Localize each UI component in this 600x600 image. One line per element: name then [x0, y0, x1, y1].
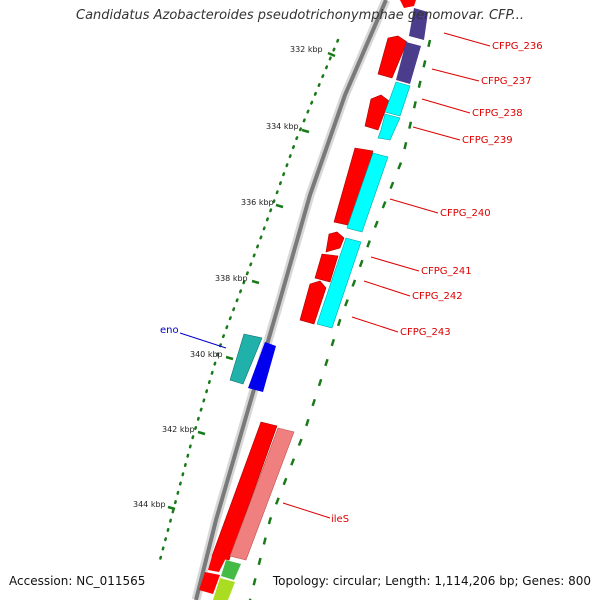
forward-genes	[199, 0, 416, 594]
kbp-labels: 332 kbp 334 kbp 336 kbp 338 kbp 340 kbp …	[133, 45, 323, 509]
kbp-tick-332	[327, 51, 336, 58]
reverse-genes	[213, 8, 428, 600]
kbp-tick-334	[301, 128, 310, 134]
gene-label-iles[interactable]: ileS	[331, 514, 349, 525]
gene-arrow-cyan-239	[377, 113, 401, 141]
leader-iles	[282, 502, 331, 519]
gene-label-cfpg-236[interactable]: CFPG_236	[492, 41, 543, 52]
kbp-label: 340 kbp	[190, 350, 223, 359]
leader-cfpg-243	[351, 316, 399, 333]
kbp-label: 334 kbp	[266, 122, 299, 131]
inner-tick-ruler	[248, 39, 432, 600]
genome-title: Candidatus Azobacteroides pseudotrichony…	[76, 8, 524, 23]
gene-arrow-bottom-2	[199, 572, 220, 594]
kbp-tick-338	[251, 279, 260, 285]
leader-cfpg-238	[421, 98, 471, 114]
gene-label-cfpg-238[interactable]: CFPG_238	[472, 108, 523, 119]
gene-label-cfpg-242[interactable]: CFPG_242	[412, 291, 463, 302]
gene-label-cfpg-243[interactable]: CFPG_243	[400, 327, 451, 338]
gene-arrow-cfpg-237	[377, 35, 408, 79]
position-ruler-dots	[158, 38, 340, 562]
leader-cfpg-236	[443, 32, 491, 47]
gene-arrow-cyan-242	[316, 237, 362, 329]
gene-arrow-cfpg-238	[364, 94, 390, 131]
leader-cfpg-241	[370, 256, 420, 272]
gene-label-cfpg-241[interactable]: CFPG_241	[421, 266, 472, 277]
kbp-tick-340	[225, 355, 234, 361]
kbp-label: 332 kbp	[290, 45, 323, 54]
gene-arrow-purple-237	[396, 42, 421, 84]
accession-text: Accession: NC_011565	[9, 574, 146, 588]
gene-arrow-purple-top	[409, 8, 428, 40]
gene-arrow-cfpg-241b	[314, 253, 339, 283]
gene-arrow-cfpg-242	[299, 280, 327, 325]
kbp-tick-336	[275, 203, 284, 209]
kbp-label: 336 kbp	[241, 198, 274, 207]
gene-arrow-lime	[213, 578, 235, 600]
gene-label-cfpg-240[interactable]: CFPG_240	[440, 208, 491, 219]
gene-arrow-bottom-1	[208, 556, 226, 572]
gene-label-cfpg-237[interactable]: CFPG_237	[481, 76, 532, 87]
kbp-label: 344 kbp	[133, 500, 166, 509]
gene-arrow-cyan-238	[384, 81, 411, 117]
gene-arrow-eno	[229, 333, 263, 385]
leader-eno	[179, 332, 227, 349]
genome-backbone-shadow	[191, 0, 391, 600]
gene-arrow-ils-fwd	[211, 421, 278, 561]
kbp-ticks	[167, 51, 336, 511]
genome-backbone	[194, 0, 388, 600]
topology-text: Topology: circular; Length: 1,114,206 bp…	[272, 574, 591, 588]
kbp-tick-344	[167, 505, 176, 511]
gene-label-cfpg-239[interactable]: CFPG_239	[462, 135, 513, 146]
gene-label-eno[interactable]: eno	[160, 325, 179, 336]
label-leaders	[179, 32, 491, 519]
leader-cfpg-237	[431, 68, 480, 82]
gene-arrow-ils	[229, 427, 295, 561]
gene-arrow-cyan-240	[346, 152, 389, 233]
leader-cfpg-239	[412, 126, 461, 141]
leader-cfpg-240	[389, 198, 439, 214]
gene-arrow-cfpg-236	[400, 0, 416, 8]
gene-arrow-cfpg-241	[325, 231, 345, 253]
kbp-label: 338 kbp	[215, 274, 248, 283]
kbp-tick-342	[197, 430, 206, 436]
gene-labels: CFPG_236 CFPG_237 CFPG_238 CFPG_239 CFPG…	[160, 41, 543, 525]
gene-arrow-blue	[248, 342, 276, 392]
gene-arrow-green	[221, 560, 241, 580]
kbp-label: 342 kbp	[162, 425, 195, 434]
leader-cfpg-242	[363, 280, 411, 297]
